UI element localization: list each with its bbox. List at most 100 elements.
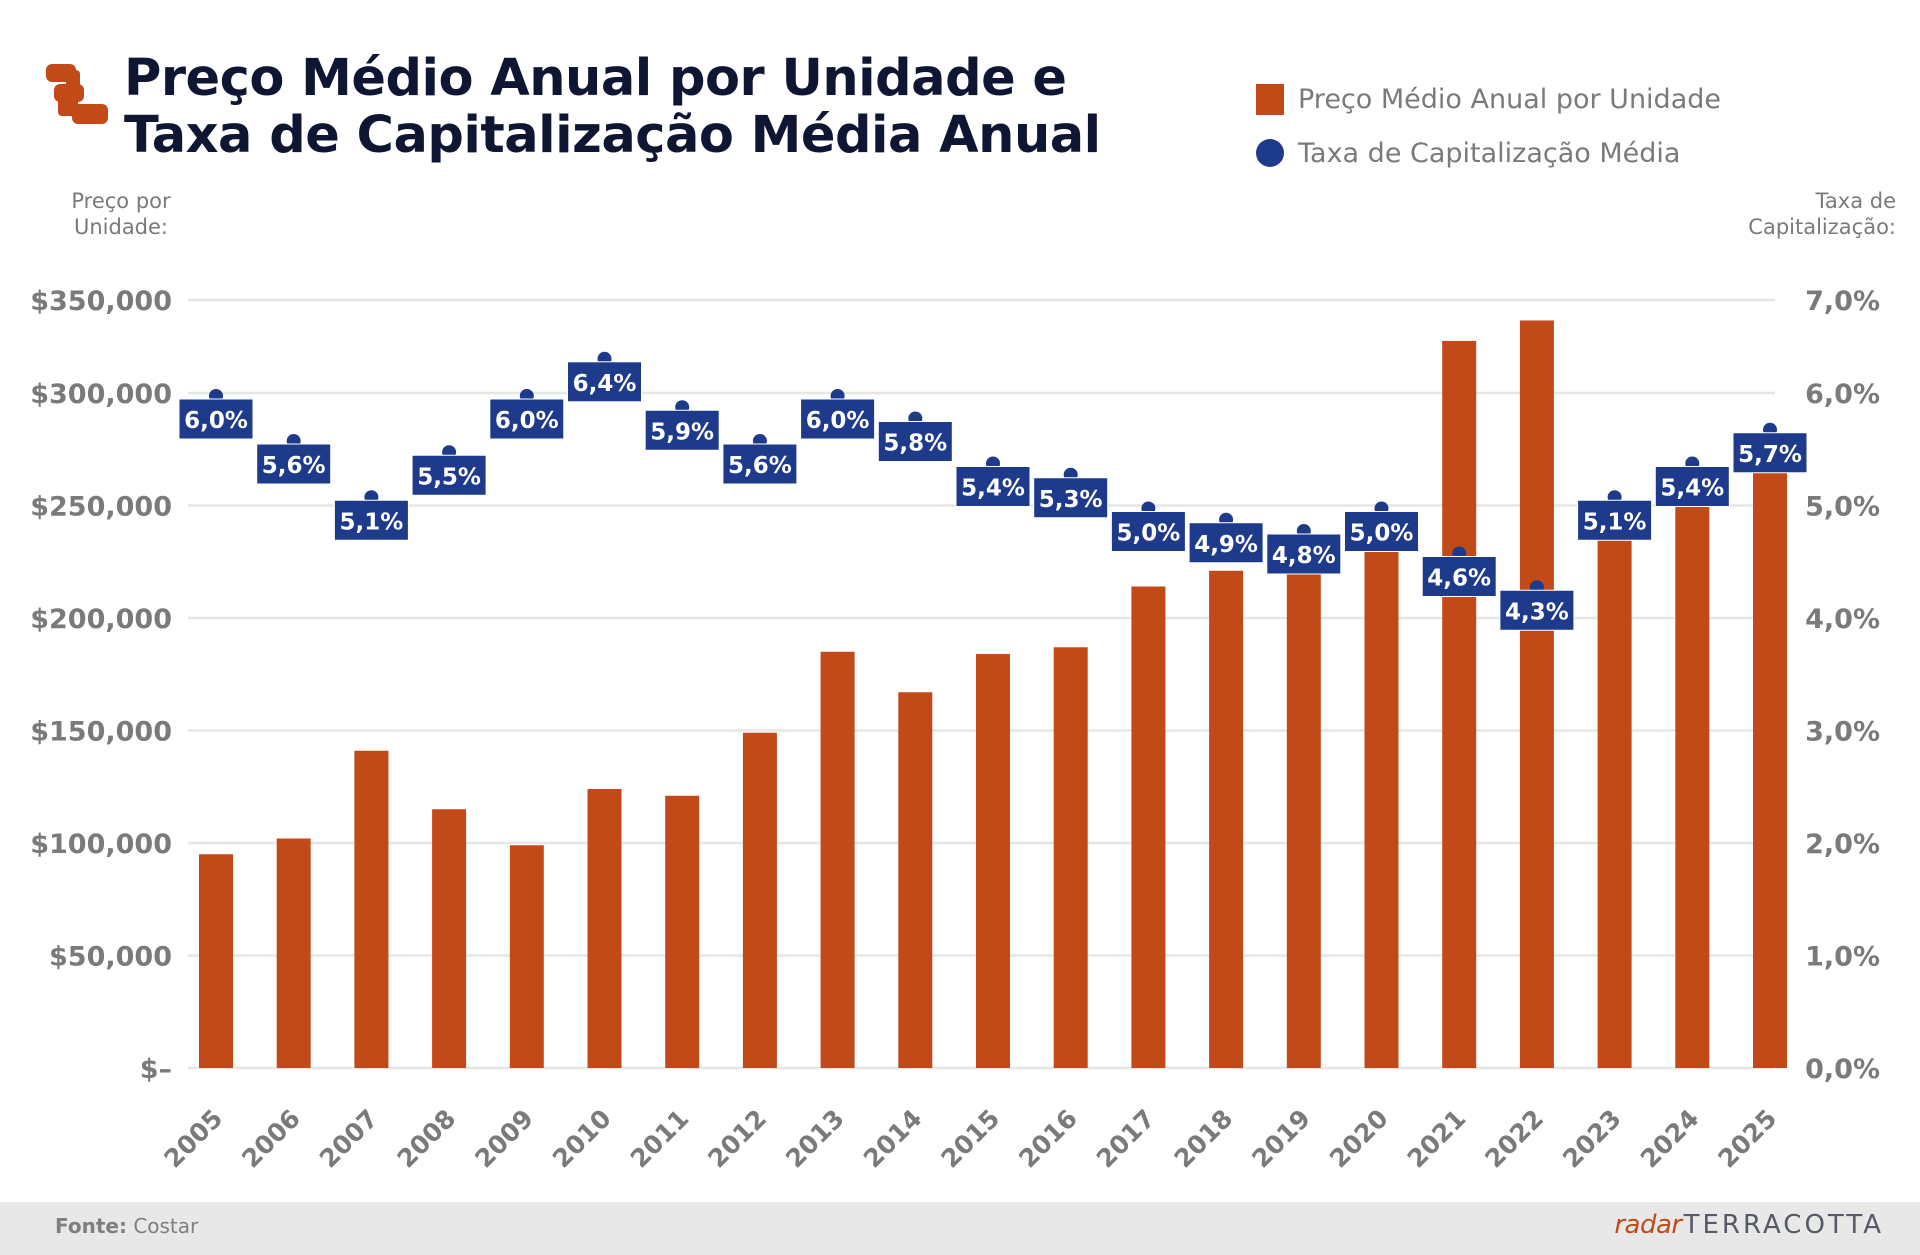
left-tick-label: $100,000	[30, 829, 172, 860]
legend-label-price: Preço Médio Anual por Unidade	[1298, 83, 1721, 115]
rate-label-box	[489, 398, 565, 440]
right-tick-label: 2,0%	[1805, 829, 1880, 860]
left-tick-label: $300,000	[30, 379, 172, 410]
rate-markers: 6,0% 5,6% 5,1% 5,5% 6,0% 6,4% 5,9% 5,6% 6,0% 5,8%…	[178, 351, 1808, 631]
price-bar	[820, 651, 855, 1068]
rate-label: 5,6%	[262, 453, 326, 479]
rate-label-box	[411, 454, 487, 496]
source-note: Fonte: Costar	[55, 1214, 198, 1238]
chart-title-line1: Preço Médio Anual por Unidade e	[124, 49, 1067, 108]
rate-point: 4,3%	[1499, 580, 1575, 631]
rate-point: 5,7%	[1732, 422, 1808, 474]
right-tick-label: 5,0%	[1805, 492, 1880, 523]
rate-point: 5,0%	[1110, 501, 1186, 552]
rate-point: 5,0%	[1344, 501, 1419, 552]
rate-label: 5,9%	[650, 419, 714, 445]
rate-label: 6,0%	[806, 408, 870, 434]
right-tick-label: 1,0%	[1805, 942, 1880, 973]
rate-label-box	[1110, 511, 1186, 552]
x-tick-label: 2011	[625, 1104, 695, 1174]
rate-label: 5,0%	[1117, 521, 1181, 547]
rate-point: 6,0%	[800, 389, 876, 440]
rate-point: 5,1%	[333, 490, 409, 541]
rate-point: 5,5%	[411, 445, 487, 496]
rate-label: 5,1%	[1583, 509, 1647, 535]
rate-label-box	[567, 361, 642, 403]
rate-label: 5,1%	[340, 509, 404, 535]
x-tick-label: 2007	[314, 1104, 384, 1174]
rate-point: 5,8%	[877, 411, 953, 462]
rate-point: 4,6%	[1421, 546, 1497, 597]
x-tick-label: 2009	[469, 1104, 539, 1174]
rate-point: 6,4%	[567, 351, 642, 403]
rate-label-box	[877, 421, 953, 462]
price-bar	[1131, 586, 1166, 1068]
rate-label: 5,0%	[1350, 521, 1414, 547]
rate-label: 6,4%	[573, 371, 637, 397]
left-axis-title: Preço por Unidade:	[56, 188, 186, 240]
rate-label-box	[1421, 556, 1497, 597]
x-tick-label: 2019	[1246, 1104, 1316, 1174]
rate-point: 5,3%	[1033, 467, 1109, 519]
rate-point: 4,8%	[1266, 524, 1342, 575]
x-tick-label: 2008	[392, 1104, 462, 1174]
right-axis-title-line2: Capitalização:	[1748, 215, 1896, 239]
chart-title-line2: Taxa de Capitalização Média Anual	[124, 106, 1101, 165]
rate-label: 4,6%	[1427, 566, 1491, 592]
price-bar	[509, 845, 544, 1068]
right-axis-ticks: 0,0% 1,0% 2,0% 3,0% 4,0% 5,0% 6,0% 7,0%	[1805, 286, 1880, 1085]
chart-title: Preço Médio Anual por Unidade e Taxa de …	[124, 50, 1101, 164]
rate-label-box	[1344, 511, 1419, 552]
legend-item-rate: Taxa de Capitalização Média	[1256, 126, 1721, 180]
price-bar	[199, 854, 233, 1068]
price-bar	[432, 809, 467, 1068]
x-tick-label: 2020	[1324, 1104, 1394, 1174]
chart-area: $– $50,000 $100,000 $150,000 $200,000 $250,00…	[30, 286, 1880, 1174]
rate-point: 5,9%	[644, 400, 720, 451]
rate-label: 4,9%	[1194, 532, 1258, 558]
price-bar	[665, 795, 700, 1068]
rate-point: 5,6%	[256, 434, 332, 485]
rate-label: 5,6%	[728, 453, 792, 479]
circle-marker-icon	[1256, 139, 1284, 167]
left-tick-label: $50,000	[49, 942, 172, 973]
left-axis-title-line1: Preço por	[71, 189, 171, 213]
right-tick-label: 0,0%	[1805, 1054, 1880, 1085]
rate-point: 5,6%	[722, 434, 798, 485]
rate-point: 6,0%	[489, 389, 565, 440]
x-tick-label: 2025	[1713, 1104, 1783, 1174]
left-axis-ticks: $– $50,000 $100,000 $150,000 $200,000 $250,00…	[30, 286, 172, 1085]
rate-label-box	[333, 499, 409, 541]
x-tick-label: 2023	[1557, 1104, 1627, 1174]
price-bar	[587, 789, 622, 1068]
rate-label: 4,3%	[1505, 599, 1569, 625]
rate-label-box	[256, 443, 332, 485]
right-tick-label: 4,0%	[1805, 604, 1880, 635]
right-tick-label: 6,0%	[1805, 379, 1880, 410]
brand-logo: radar TERRACOTTA	[1614, 1210, 1884, 1240]
right-tick-label: 3,0%	[1805, 717, 1880, 748]
rate-label-box	[1577, 499, 1653, 541]
x-tick-label: 2012	[702, 1104, 772, 1174]
brand-terracotta: TERRACOTTA	[1683, 1210, 1884, 1240]
legend-item-price: Preço Médio Anual por Unidade	[1256, 72, 1721, 126]
rate-label-box	[1188, 522, 1264, 564]
source-label: Fonte:	[55, 1214, 127, 1238]
x-tick-label: 2021	[1402, 1104, 1472, 1174]
x-tick-label: 2015	[936, 1104, 1006, 1174]
rate-label-box	[1732, 432, 1808, 474]
rate-label: 6,0%	[184, 408, 248, 434]
price-bar	[1364, 541, 1399, 1068]
rate-label-box	[644, 409, 720, 451]
footer: Fonte: Costar radar TERRACOTTA	[0, 1202, 1920, 1255]
x-tick-label: 2018	[1169, 1104, 1239, 1174]
price-bar	[1675, 494, 1710, 1068]
rate-label-box	[1266, 533, 1342, 575]
price-bar	[1597, 528, 1632, 1068]
rate-label: 6,0%	[495, 408, 559, 434]
price-bars	[199, 320, 1787, 1069]
rate-point: 5,4%	[955, 456, 1031, 507]
price-bar	[1209, 570, 1244, 1068]
price-bar	[742, 732, 777, 1068]
x-tick-label: 2022	[1479, 1104, 1549, 1174]
